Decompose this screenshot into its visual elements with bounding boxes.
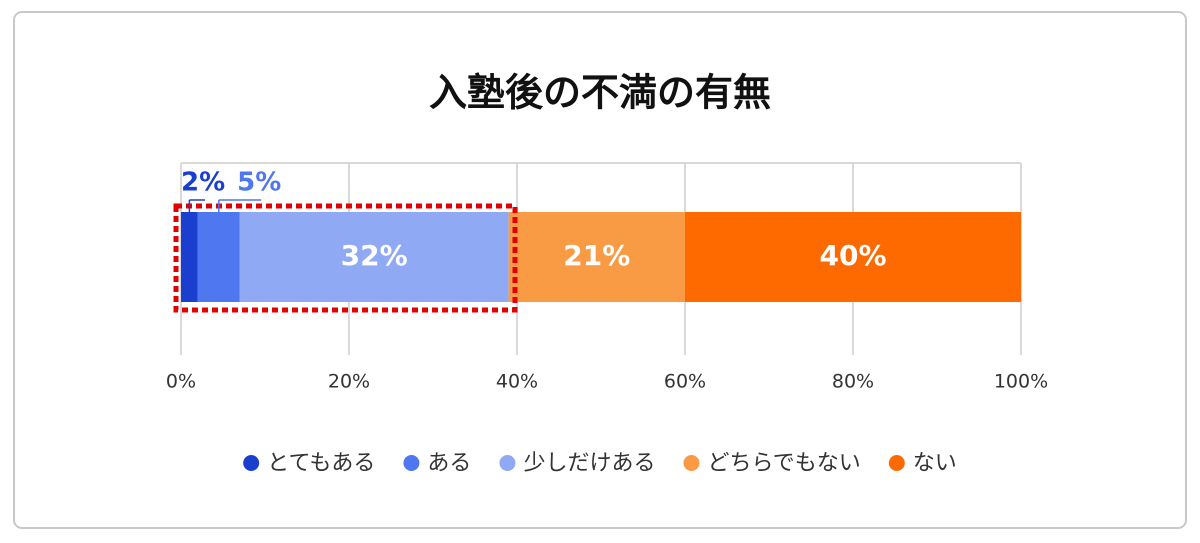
legend-label: ある xyxy=(427,451,471,476)
x-tick-label: 60% xyxy=(664,371,706,393)
legend-marker xyxy=(499,455,516,471)
legend-marker xyxy=(888,455,905,471)
legend-item: どちらでもない xyxy=(683,451,861,476)
x-tick-label: 20% xyxy=(328,371,370,393)
labels: 2% 5% 32% 21% 40% xyxy=(181,168,887,273)
legend-label: とてもある xyxy=(267,451,375,476)
legend-marker xyxy=(243,455,260,471)
bar-segment xyxy=(508,212,685,302)
legend-item: とてもある xyxy=(243,451,375,476)
legend-marker xyxy=(683,455,700,471)
legend-label: ない xyxy=(913,451,957,476)
legend-item: 少しだけある xyxy=(499,451,655,476)
data-label: 2% xyxy=(181,168,225,198)
legend-label: 少しだけある xyxy=(523,451,655,476)
data-label: 5% xyxy=(237,168,281,198)
x-tick-label: 0% xyxy=(166,371,196,393)
legend-marker xyxy=(403,455,420,471)
legend-item: ない xyxy=(888,451,957,476)
x-tick-label: 40% xyxy=(496,371,538,393)
data-label: 40% xyxy=(819,239,886,272)
bar-segment xyxy=(181,212,198,302)
bars xyxy=(181,212,1021,302)
x-tick-label: 80% xyxy=(832,371,874,393)
highlight-box xyxy=(173,203,518,313)
legend-item: ある xyxy=(403,451,471,476)
bar-segment xyxy=(197,212,240,302)
data-label: 32% xyxy=(341,239,408,272)
legend: とてもある ある 少しだけある どちらでもない ない xyxy=(243,451,957,476)
data-label: 21% xyxy=(563,239,630,272)
x-tick-label: 100% xyxy=(994,371,1048,393)
legend-label: どちらでもない xyxy=(707,451,860,476)
bar-segment xyxy=(239,212,509,302)
bar-segment xyxy=(685,212,1021,302)
chart-title: 入塾後の不満の有無 xyxy=(429,71,771,115)
